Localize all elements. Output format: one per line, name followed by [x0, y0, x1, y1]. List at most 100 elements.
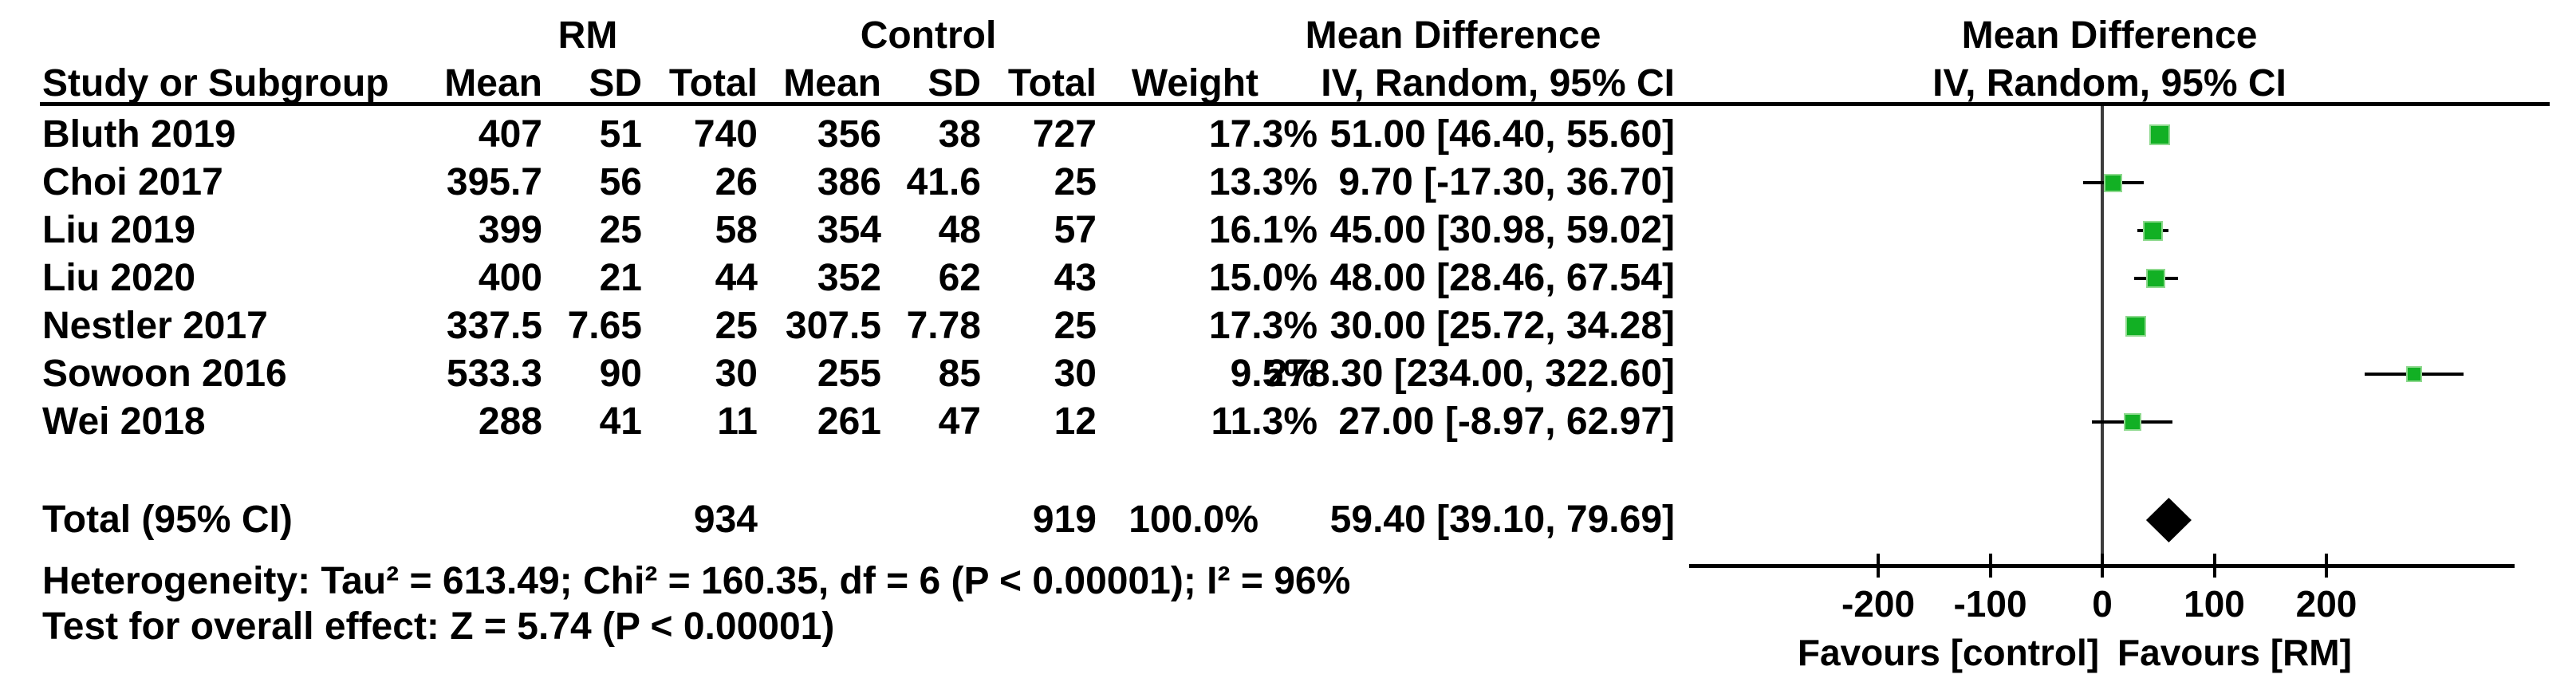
- study-name: Bluth 2019: [42, 113, 236, 156]
- rm-total-value: 44: [715, 257, 758, 299]
- total-label: Total (95% CI): [42, 499, 293, 541]
- control-total-value: 30: [1054, 353, 1097, 395]
- ci-text: 45.00 [30.98, 59.02]: [1329, 209, 1675, 251]
- rm-total-value: 25: [715, 305, 758, 347]
- pooled-diamond: [2145, 498, 2192, 542]
- rm-total-value: 30: [715, 353, 758, 395]
- control-total-value: 12: [1054, 400, 1097, 443]
- control-total-value: 727: [1032, 113, 1097, 156]
- study-name: Sowoon 2016: [42, 353, 287, 395]
- heterogeneity-note: Heterogeneity: Tau² = 613.49; Chi² = 160…: [42, 560, 1351, 602]
- control-mean-value: 352: [817, 257, 881, 299]
- axis-tick: [2212, 554, 2216, 578]
- col-header-control-sd: SD: [928, 62, 981, 104]
- rm-mean-value: 337.5: [446, 305, 542, 347]
- control-mean-value: 356: [817, 113, 881, 156]
- ci-text: 9.70 [-17.30, 36.70]: [1338, 161, 1675, 203]
- effect-measure-header-table: Mean Difference: [1305, 14, 1601, 57]
- col-header-rm-total: Total: [668, 62, 758, 104]
- total-weight: 100.0%: [1128, 499, 1258, 541]
- effect-square: [2127, 317, 2145, 335]
- study-name: Wei 2018: [42, 400, 206, 443]
- rm-total-value: 26: [715, 161, 758, 203]
- effect-square: [2105, 175, 2121, 191]
- control-mean-value: 307.5: [785, 305, 881, 347]
- col-header-study: Study or Subgroup: [42, 62, 389, 104]
- weight-value: 11.3%: [1211, 400, 1318, 443]
- axis-tick: [2101, 554, 2104, 578]
- group-header-rm: RM: [557, 14, 618, 57]
- rm-sd-value: 56: [599, 161, 642, 203]
- weight-value: 9.5%: [1230, 353, 1318, 395]
- study-name: Nestler 2017: [42, 305, 268, 347]
- col-header-control-mean: Mean: [783, 62, 881, 104]
- rm-mean-value: 288: [478, 400, 542, 443]
- axis-tick-label: -100: [1953, 583, 2027, 625]
- control-sd-value: 38: [938, 113, 981, 156]
- col-header-control-total: Total: [1007, 62, 1097, 104]
- axis-tick: [2325, 554, 2328, 578]
- rm-mean-value: 395.7: [446, 161, 542, 203]
- favours-left-label: Favours [control]: [1797, 632, 2100, 673]
- ci-text: 30.00 [25.72, 34.28]: [1329, 305, 1675, 347]
- control-total-value: 43: [1054, 257, 1097, 299]
- total-rm-n: 934: [693, 499, 758, 541]
- weight-value: 17.3%: [1208, 305, 1318, 347]
- effect-square: [2408, 368, 2420, 381]
- axis-tick: [1988, 554, 1992, 578]
- header-separator-line: [40, 102, 2550, 106]
- group-header-control: Control: [860, 14, 997, 57]
- study-name: Liu 2020: [42, 257, 196, 299]
- rm-total-value: 11: [717, 400, 758, 443]
- overall-effect-note: Test for overall effect: Z = 5.74 (P < 0…: [42, 605, 835, 648]
- rm-total-value: 58: [715, 209, 758, 251]
- weight-value: 15.0%: [1208, 257, 1318, 299]
- rm-mean-value: 399: [478, 209, 542, 251]
- control-sd-value: 62: [938, 257, 981, 299]
- ci-text: 27.00 [-8.97, 62.97]: [1338, 400, 1675, 443]
- control-total-value: 25: [1054, 305, 1097, 347]
- rm-sd-value: 7.65: [567, 305, 642, 347]
- total-control-n: 919: [1032, 499, 1097, 541]
- rm-mean-value: 533.3: [446, 353, 542, 395]
- control-sd-value: 41.6: [906, 161, 981, 203]
- control-sd-value: 7.78: [906, 305, 981, 347]
- control-mean-value: 354: [817, 209, 881, 251]
- ci-text: 278.30 [234.00, 322.60]: [1266, 353, 1675, 395]
- col-header-rm-mean: Mean: [444, 62, 542, 104]
- rm-sd-value: 25: [599, 209, 642, 251]
- rm-sd-value: 51: [599, 113, 642, 156]
- rm-mean-value: 400: [478, 257, 542, 299]
- total-ci-text: 59.40 [39.10, 79.69]: [1329, 499, 1675, 541]
- effect-square: [2145, 223, 2161, 239]
- control-total-value: 25: [1054, 161, 1097, 203]
- rm-total-value: 740: [693, 113, 758, 156]
- study-name: Choi 2017: [42, 161, 223, 203]
- axis-tick-label: -200: [1841, 583, 1916, 625]
- control-total-value: 57: [1054, 209, 1097, 251]
- weight-value: 16.1%: [1208, 209, 1318, 251]
- axis-tick-label: 100: [2184, 583, 2245, 625]
- study-name: Liu 2019: [42, 209, 196, 251]
- axis-tick-label: 200: [2295, 583, 2357, 625]
- control-sd-value: 47: [938, 400, 981, 443]
- effect-square: [2148, 270, 2164, 286]
- control-mean-value: 261: [817, 400, 881, 443]
- rm-sd-value: 90: [599, 353, 642, 395]
- effect-square: [2151, 126, 2168, 144]
- col-header-method-plot: IV, Random, 95% CI: [1932, 62, 2286, 104]
- col-header-rm-sd: SD: [589, 62, 642, 104]
- col-header-method-table: IV, Random, 95% CI: [1321, 62, 1675, 104]
- control-sd-value: 85: [938, 353, 981, 395]
- zero-reference-line: [2101, 106, 2104, 566]
- axis-tick: [1877, 554, 1880, 578]
- favours-right-label: Favours [RM]: [2117, 632, 2352, 673]
- ci-text: 48.00 [28.46, 67.54]: [1329, 257, 1675, 299]
- weight-value: 13.3%: [1208, 161, 1318, 203]
- control-sd-value: 48: [938, 209, 981, 251]
- rm-sd-value: 21: [599, 257, 642, 299]
- weight-value: 17.3%: [1208, 113, 1318, 156]
- effect-square: [2125, 415, 2140, 429]
- control-mean-value: 255: [817, 353, 881, 395]
